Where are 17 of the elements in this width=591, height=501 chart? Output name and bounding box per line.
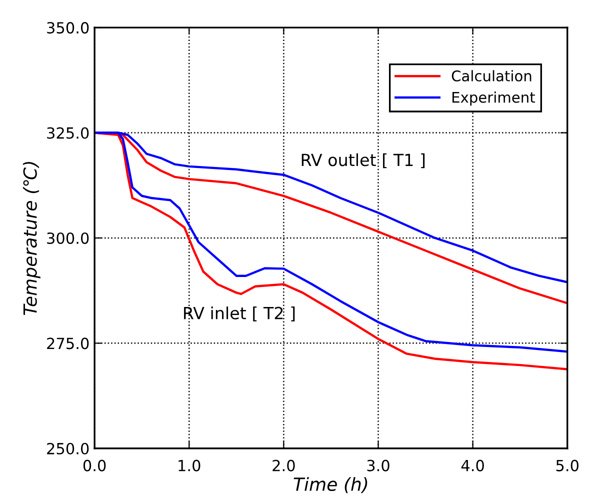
y-tick-label: 300.0 [47, 232, 89, 244]
legend-label: Calculation [452, 70, 532, 82]
y-tick-label: 275.0 [47, 338, 89, 350]
y-tick-label: 250.0 [47, 442, 89, 454]
y-tick-label: 325.0 [47, 127, 89, 139]
x-axis-title: Time (h) [294, 477, 368, 494]
x-tick-label: 3.0 [367, 460, 390, 472]
legend-label: Experiment [452, 92, 535, 106]
x-tick-label: 1.0 [178, 460, 200, 472]
annotation: RV outlet [ T1 ] [302, 153, 425, 168]
x-tick-label: 0.0 [83, 460, 106, 472]
annotation: RV inlet [ T2 ] [184, 306, 295, 322]
x-tick-label: 4.0 [461, 460, 484, 472]
x-tick-label: 2.0 [272, 460, 295, 472]
y-axis-title: Temperature (℃) [22, 162, 40, 316]
y-tick-label: 350.0 [47, 22, 89, 34]
x-tick-label: 5.0 [556, 460, 578, 472]
